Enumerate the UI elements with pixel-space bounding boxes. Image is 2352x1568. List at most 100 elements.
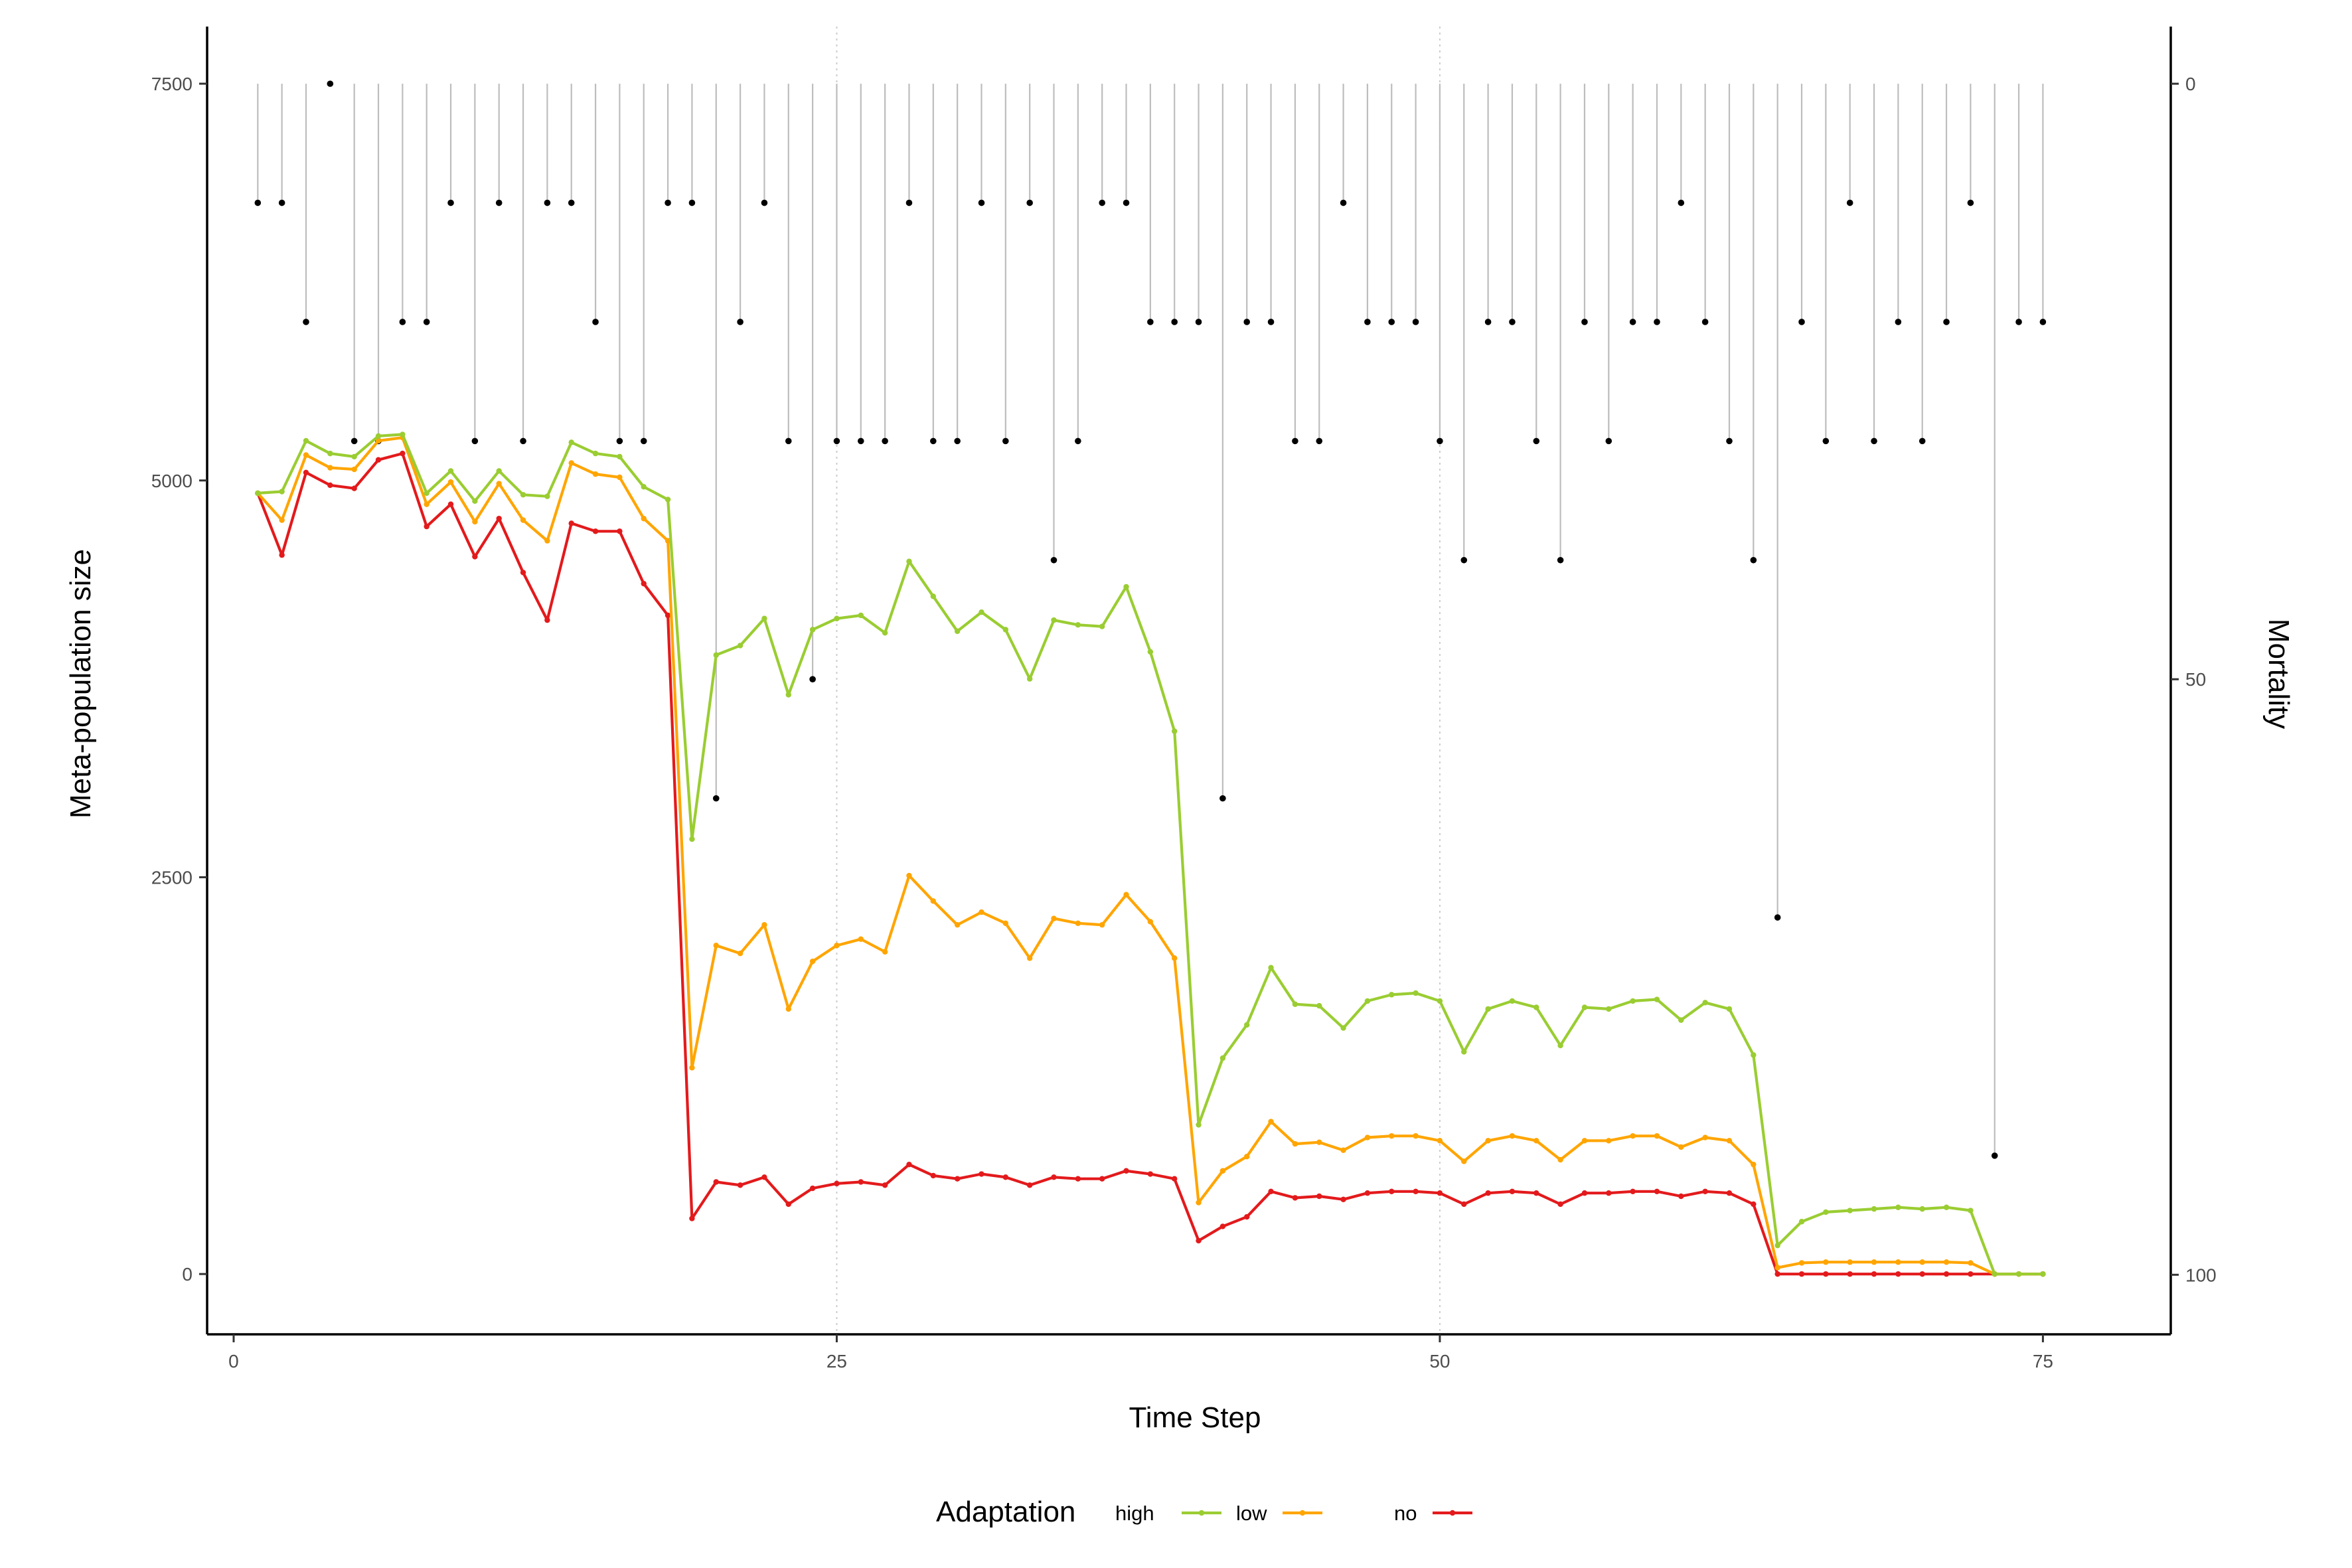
legend-key-point-no bbox=[1449, 1510, 1456, 1516]
series-point-no bbox=[882, 1182, 888, 1188]
series-point-high bbox=[1943, 1204, 1950, 1210]
series-point-low bbox=[544, 538, 550, 544]
mortality-point bbox=[688, 199, 696, 206]
y-tick-label: 0 bbox=[182, 1264, 193, 1285]
series-point-high bbox=[1798, 1219, 1805, 1225]
mortality-point bbox=[1774, 914, 1781, 921]
series-point-low bbox=[1581, 1138, 1588, 1144]
series-point-high bbox=[665, 497, 671, 503]
series-point-no bbox=[472, 554, 478, 560]
x-tick-label: 50 bbox=[1429, 1351, 1450, 1372]
mortality-point bbox=[1846, 199, 1853, 206]
series-point-no bbox=[1364, 1190, 1371, 1196]
series-point-high bbox=[1292, 1001, 1298, 1007]
series-point-high bbox=[1509, 998, 1516, 1004]
series-point-high bbox=[1630, 998, 1636, 1004]
series-point-low bbox=[496, 481, 502, 487]
series-point-high bbox=[785, 692, 791, 698]
y2-axis-title: Mortality bbox=[2262, 619, 2295, 729]
mortality-point bbox=[1750, 556, 1757, 564]
mortality-point bbox=[1533, 437, 1540, 445]
series-point-low bbox=[1171, 955, 1178, 961]
series-point-low bbox=[1051, 915, 1057, 921]
series-point-no bbox=[979, 1171, 984, 1177]
series-point-low bbox=[737, 951, 744, 957]
series-point-low bbox=[1026, 955, 1033, 961]
series-point-low bbox=[1774, 1265, 1780, 1271]
series-point-no bbox=[1678, 1193, 1684, 1200]
series-point-high bbox=[1026, 676, 1033, 682]
series-point-low bbox=[689, 1065, 695, 1071]
series-point-high bbox=[737, 643, 744, 649]
series-point-high bbox=[1557, 1042, 1563, 1049]
mortality-point bbox=[809, 676, 816, 683]
series-point-no bbox=[617, 528, 623, 534]
series-point-high bbox=[1533, 1004, 1539, 1010]
series-point-no bbox=[1268, 1188, 1274, 1195]
series-point-high bbox=[1244, 1022, 1250, 1028]
series-point-low bbox=[424, 501, 430, 507]
mortality-point bbox=[1364, 319, 1371, 325]
series-point-low bbox=[954, 921, 961, 928]
series-point-low bbox=[979, 909, 984, 915]
series-point-no bbox=[1147, 1171, 1154, 1177]
mortality-point bbox=[1388, 319, 1395, 325]
series-point-high bbox=[255, 490, 261, 497]
mortality-point bbox=[1219, 795, 1226, 802]
series-point-no bbox=[1219, 1223, 1226, 1229]
series-point-high bbox=[1219, 1055, 1226, 1061]
series-point-high bbox=[2015, 1271, 2022, 1277]
series-point-high bbox=[544, 493, 550, 499]
series-point-low bbox=[1606, 1138, 1612, 1144]
series-point-no bbox=[1171, 1176, 1178, 1182]
mortality-point bbox=[2039, 319, 2047, 325]
series-point-low bbox=[809, 958, 816, 965]
series-point-low bbox=[665, 538, 671, 544]
series-point-no bbox=[1099, 1176, 1105, 1182]
series-point-no bbox=[689, 1215, 695, 1221]
mortality-point bbox=[1581, 319, 1588, 325]
mortality-point bbox=[930, 437, 937, 445]
series-point-high bbox=[1919, 1206, 1925, 1212]
series-point-high bbox=[1147, 649, 1154, 655]
mortality-point bbox=[833, 437, 840, 445]
mortality-point bbox=[1075, 437, 1081, 445]
series-point-no bbox=[592, 528, 599, 534]
series-point-no bbox=[1630, 1188, 1636, 1195]
series-point-no bbox=[1823, 1271, 1829, 1277]
series-point-low bbox=[1002, 920, 1009, 926]
series-point-high bbox=[1654, 996, 1660, 1002]
series-point-low bbox=[568, 460, 574, 466]
series-point-high bbox=[496, 468, 502, 474]
series-point-no bbox=[1654, 1188, 1660, 1195]
series-point-high bbox=[351, 453, 357, 460]
series-point-low bbox=[1340, 1147, 1346, 1153]
series-point-no bbox=[1871, 1271, 1877, 1277]
mortality-point bbox=[1943, 319, 1950, 325]
series-point-low bbox=[858, 936, 864, 942]
series-point-no bbox=[1316, 1193, 1322, 1200]
series-point-high bbox=[1774, 1242, 1780, 1249]
series-point-low bbox=[1437, 1138, 1443, 1144]
series-point-no bbox=[1895, 1271, 1901, 1277]
series-point-no bbox=[1292, 1195, 1298, 1201]
series-point-low bbox=[1943, 1259, 1950, 1265]
mortality-point bbox=[954, 437, 961, 445]
series-point-high bbox=[1099, 623, 1105, 629]
series-point-low bbox=[1847, 1259, 1853, 1265]
x-axis-title: Time Step bbox=[1129, 1401, 1261, 1434]
series-point-low bbox=[351, 466, 357, 473]
series-point-low bbox=[761, 921, 767, 928]
series-point-low bbox=[1702, 1135, 1708, 1140]
series-point-high bbox=[713, 652, 719, 658]
mortality-point bbox=[905, 199, 913, 206]
series-point-no bbox=[1389, 1188, 1395, 1195]
series-point-high bbox=[979, 609, 984, 615]
series-point-no bbox=[761, 1174, 767, 1180]
series-point-high bbox=[858, 612, 864, 619]
grid-lines bbox=[836, 27, 1441, 1334]
series-point-low bbox=[1509, 1133, 1516, 1139]
series-point-low bbox=[930, 898, 937, 904]
series-point-no bbox=[400, 450, 406, 457]
series-point-low bbox=[1654, 1133, 1660, 1139]
